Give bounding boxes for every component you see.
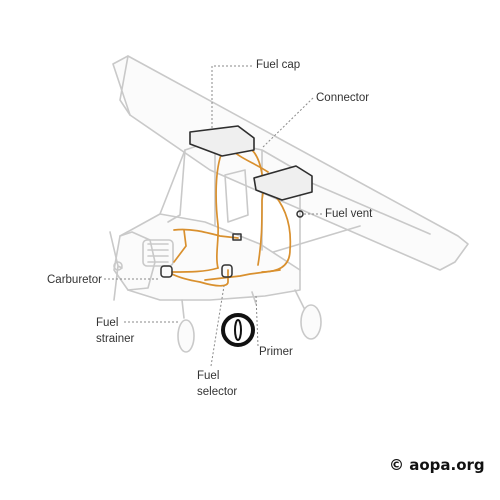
fuselage-outline (113, 213, 301, 301)
nose-gear-strut (181, 299, 185, 319)
fuel-line-selector (171, 269, 229, 287)
seat-outline (224, 169, 249, 223)
fuel-selector-part (221, 264, 233, 278)
right-fuel-tank (253, 165, 313, 201)
wing-leading-edge (119, 55, 131, 116)
cabin-outline (179, 139, 301, 271)
label-primer: Primer (259, 346, 293, 358)
label-fuel-cap: Fuel cap (256, 59, 301, 71)
leader-primer (255, 295, 259, 347)
engine-cowling (119, 231, 156, 291)
leader-fuel-cap (211, 65, 252, 130)
fuel-line-left-tank (215, 151, 223, 269)
main-wheel (300, 304, 322, 340)
label-fuel-selector-line1: Fuel (197, 370, 220, 382)
leader-fuel-selector (210, 285, 225, 367)
fuel-selector-knob-handle (234, 319, 242, 341)
label-fuel-strainer-line2: strainer (96, 333, 135, 345)
label-fuel-vent: Fuel vent (325, 208, 373, 220)
engine-cylinders (147, 243, 169, 263)
fuel-line-right-tank (251, 149, 264, 266)
wing-strut (259, 225, 361, 257)
fuel-line-to-carburetor (171, 267, 219, 273)
leader-connector (261, 97, 314, 149)
fuel-vent-fitting (296, 210, 304, 218)
label-fuel-selector-line2: selector (197, 386, 238, 398)
wing-outline (112, 55, 469, 271)
aileron-line (299, 177, 431, 235)
fuel-line-fuselage (204, 269, 281, 281)
primer-part (232, 233, 242, 241)
copyright-watermark: © aopa.org (389, 456, 485, 474)
left-fuel-tank (189, 125, 255, 157)
main-gear-strut-left (251, 291, 257, 305)
spinner (113, 261, 123, 271)
fuel-line-primer (173, 228, 239, 239)
nose-wheel (177, 319, 195, 353)
carburetor-part (160, 265, 173, 278)
label-carburetor: Carburetor (47, 274, 102, 286)
windshield (159, 149, 186, 223)
label-fuel-strainer-line1: Fuel (96, 317, 119, 329)
engine-block (142, 239, 174, 267)
fuel-line-engine (173, 229, 187, 263)
main-gear-strut (294, 289, 306, 311)
label-connector: Connector (316, 92, 370, 104)
